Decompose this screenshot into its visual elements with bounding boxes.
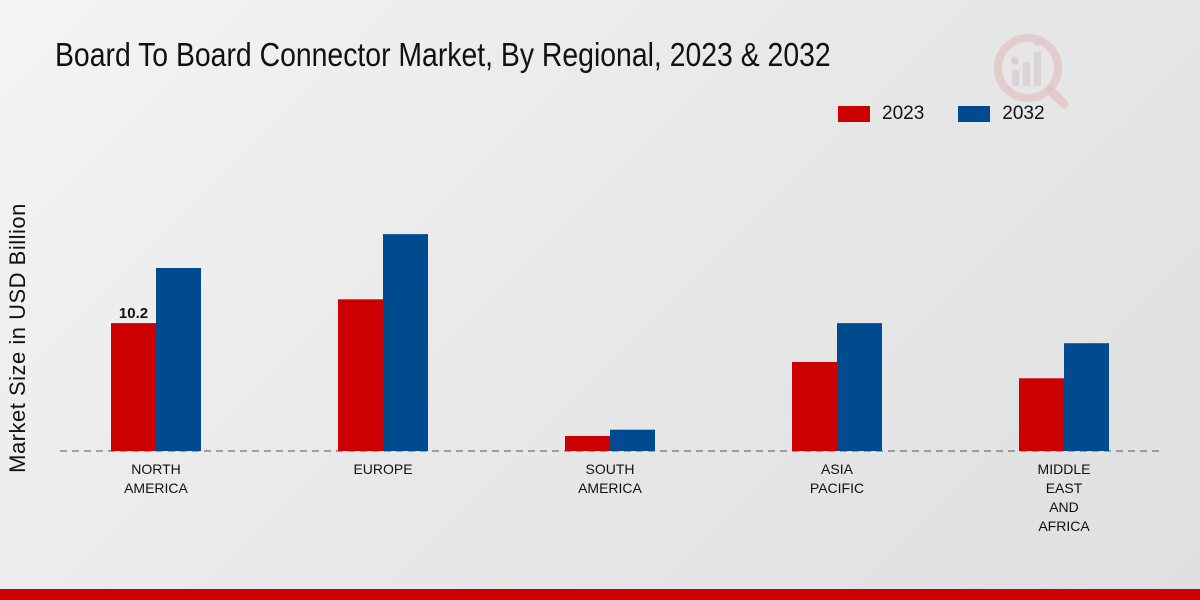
bar-2023-3 [792, 361, 837, 451]
legend-label-2023: 2023 [882, 103, 925, 124]
watermark-logo-icon [994, 34, 1069, 109]
x-tick-label-2: SOUTH AMERICA [578, 461, 642, 496]
data-label-0: 10.2 [119, 305, 148, 322]
chart-title: Board To Board Connector Market, By Regi… [55, 36, 831, 73]
x-tick-label-0: NORTH AMERICA [124, 461, 188, 496]
bar-2032-0 [156, 267, 201, 451]
legend: 2023 2032 [838, 103, 1079, 125]
footer-accent-bar [0, 589, 1200, 600]
bar-2023-4 [1019, 378, 1064, 451]
legend-swatch-2023 [838, 106, 870, 122]
x-tick-label-3: ASIA PACIFIC [810, 461, 864, 496]
legend-item-2032: 2032 [958, 103, 1045, 125]
bar-2032-1 [383, 234, 428, 451]
bar-2023-1 [338, 299, 383, 451]
bar-2023-2 [565, 435, 610, 451]
bar-2032-2 [610, 429, 655, 451]
legend-label-2032: 2032 [1002, 103, 1045, 124]
legend-swatch-2032 [958, 106, 991, 122]
bar-2032-4 [1064, 343, 1109, 451]
x-tick-label-4: MIDDLE EAST AND AFRICA [1038, 461, 1091, 534]
x-tick-label-1: EUROPE [353, 461, 412, 477]
bar-2023-0 [111, 323, 156, 451]
legend-item-2023: 2023 [838, 103, 924, 125]
bar-2032-3 [837, 323, 882, 451]
